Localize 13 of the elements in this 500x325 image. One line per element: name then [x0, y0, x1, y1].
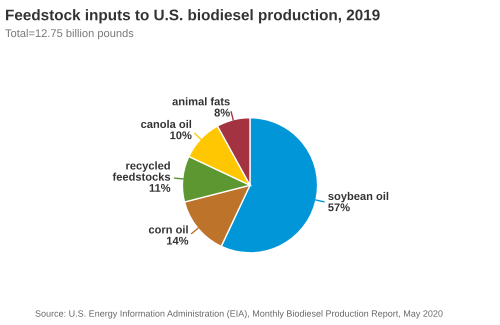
- slice-label: recycled feedstocks: [112, 161, 170, 181]
- slice-label: corn oil: [148, 225, 188, 234]
- chart-subtitle: Total=12.75 billion pounds: [5, 28, 134, 40]
- slice-label: canola oil: [141, 120, 192, 128]
- data-label: 14%: [167, 236, 188, 245]
- data-label: 10%: [170, 131, 192, 140]
- data-label: 57%: [328, 203, 350, 212]
- chart-title: Feedstock inputs to U.S. biodiesel production, 2019: [6, 9, 380, 24]
- slice-label: animal fats: [172, 97, 230, 106]
- source-note: Source: U.S. Energy Information Administration (EIA), Monthly Biodiesel Production Report, May 2020: [35, 310, 443, 318]
- data-label: 11%: [150, 184, 170, 192]
- data-label: 8%: [214, 108, 230, 117]
- slice-label: soybean oil: [328, 192, 388, 202]
